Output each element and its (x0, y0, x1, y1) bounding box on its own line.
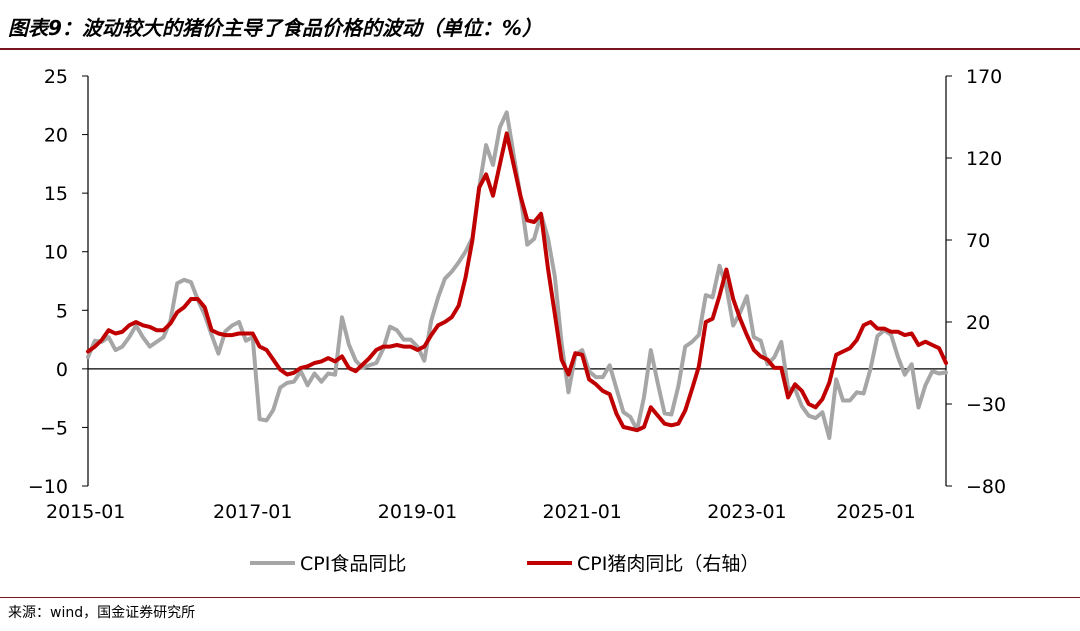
left-tick-label: 25 (44, 66, 68, 88)
left-tick-label: 20 (44, 125, 68, 147)
series-lines (86, 110, 948, 440)
source-note: 来源：wind，国金证券研究所 (8, 605, 196, 621)
right-tick-label: 120 (966, 148, 1002, 170)
left-tick-label: 0 (56, 359, 68, 381)
x-tick-label: 2019-01 (378, 501, 457, 523)
x-tick-label: 2015-01 (46, 501, 125, 523)
series-line-pork (86, 131, 948, 433)
left-tick-label: 10 (44, 242, 68, 264)
legend-label: CPI猪肉同比（右轴） (577, 553, 759, 575)
axes: 25 20 15 10 5 0 −5 −10 170 120 70 20 −30 −80 2015-01 20… (28, 66, 1006, 523)
left-tick-label: 15 (44, 183, 68, 205)
right-tick-label: 70 (966, 230, 990, 252)
right-tick-label: −80 (966, 476, 1006, 498)
legend: CPI食品同比 CPI猪肉同比（右轴） (250, 553, 759, 575)
title-divider (0, 48, 1080, 50)
x-tick-label: 2017-01 (213, 501, 292, 523)
right-tick-label: 170 (966, 66, 1002, 88)
left-tick-label: 5 (56, 300, 68, 322)
left-tick-label: −5 (40, 417, 68, 439)
right-tick-label: −30 (966, 394, 1006, 416)
right-tick-label: 20 (966, 312, 990, 334)
left-tick-label: −10 (28, 476, 68, 498)
source-divider (0, 597, 1080, 598)
series-line-food (86, 110, 948, 440)
x-tick-label: 2021-01 (543, 501, 622, 523)
legend-label: CPI食品同比 (300, 553, 406, 575)
chart-area: 25 20 15 10 5 0 −5 −10 170 120 70 20 −30 −80 2015-01 20… (28, 66, 1006, 575)
page-title: 图表9：波动较大的猪价主导了食品价格的波动（单位：%） (8, 16, 542, 40)
x-tick-label: 2023-01 (707, 501, 786, 523)
x-tick-label: 2025-01 (836, 501, 915, 523)
